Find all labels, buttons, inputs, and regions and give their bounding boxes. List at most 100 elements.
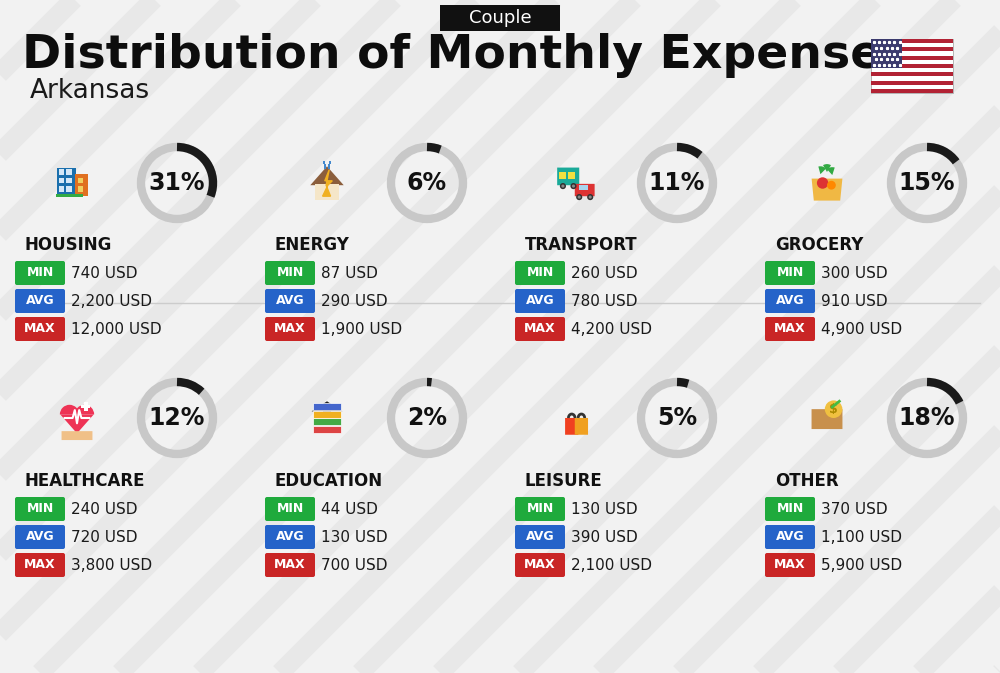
Bar — [328, 164, 330, 169]
Text: ENERGY: ENERGY — [275, 236, 350, 254]
Text: 4,200 USD: 4,200 USD — [571, 322, 652, 336]
Text: MAX: MAX — [774, 559, 806, 571]
Circle shape — [589, 196, 592, 199]
Text: 390 USD: 390 USD — [571, 530, 638, 544]
Text: 44 USD: 44 USD — [321, 501, 378, 516]
Bar — [871, 39, 953, 43]
Bar — [323, 409, 331, 413]
Text: HOUSING: HOUSING — [25, 236, 112, 254]
Text: AVG: AVG — [276, 530, 304, 544]
FancyBboxPatch shape — [765, 525, 815, 549]
Bar — [66, 186, 72, 192]
Bar — [66, 170, 72, 175]
FancyBboxPatch shape — [62, 431, 92, 440]
FancyBboxPatch shape — [15, 317, 65, 341]
FancyBboxPatch shape — [313, 402, 341, 410]
Circle shape — [827, 181, 836, 190]
Circle shape — [561, 184, 564, 188]
Text: 12%: 12% — [149, 406, 205, 430]
FancyBboxPatch shape — [265, 525, 315, 549]
Bar — [579, 185, 588, 190]
FancyBboxPatch shape — [15, 525, 65, 549]
Text: MAX: MAX — [24, 322, 56, 336]
Text: AVG: AVG — [26, 295, 54, 308]
Bar — [315, 184, 339, 200]
Text: AVG: AVG — [776, 530, 804, 544]
Text: 87 USD: 87 USD — [321, 266, 378, 281]
Text: MAX: MAX — [24, 559, 56, 571]
Bar — [871, 47, 953, 51]
Text: 130 USD: 130 USD — [571, 501, 638, 516]
Wedge shape — [75, 404, 94, 415]
FancyBboxPatch shape — [440, 5, 560, 31]
Text: 2%: 2% — [407, 406, 447, 430]
Text: 15%: 15% — [899, 171, 955, 195]
FancyBboxPatch shape — [15, 261, 65, 285]
Polygon shape — [323, 170, 332, 197]
Text: 5%: 5% — [657, 406, 697, 430]
Wedge shape — [818, 166, 826, 174]
Circle shape — [560, 183, 566, 189]
Text: MAX: MAX — [774, 322, 806, 336]
Wedge shape — [827, 167, 835, 175]
Bar — [323, 161, 325, 164]
Bar — [324, 164, 326, 169]
Text: 4,900 USD: 4,900 USD — [821, 322, 902, 336]
Text: OTHER: OTHER — [775, 472, 839, 490]
Circle shape — [817, 177, 828, 188]
Text: Arkansas: Arkansas — [30, 78, 150, 104]
Text: MAX: MAX — [524, 322, 556, 336]
FancyBboxPatch shape — [765, 553, 815, 577]
FancyBboxPatch shape — [515, 525, 565, 549]
Bar — [59, 170, 64, 175]
Circle shape — [570, 183, 577, 189]
Text: 11%: 11% — [649, 171, 705, 195]
Text: EDUCATION: EDUCATION — [275, 472, 383, 490]
Bar — [84, 402, 88, 411]
Polygon shape — [60, 415, 94, 433]
Text: TRANSPORT: TRANSPORT — [525, 236, 638, 254]
FancyBboxPatch shape — [565, 418, 578, 435]
Text: MIN: MIN — [276, 267, 304, 279]
Polygon shape — [312, 401, 342, 411]
Text: MIN: MIN — [276, 503, 304, 516]
FancyBboxPatch shape — [15, 553, 65, 577]
FancyBboxPatch shape — [265, 261, 315, 285]
FancyBboxPatch shape — [765, 497, 815, 521]
Text: GROCERY: GROCERY — [775, 236, 863, 254]
Text: 740 USD: 740 USD — [71, 266, 138, 281]
Text: 1,100 USD: 1,100 USD — [821, 530, 902, 544]
Text: 240 USD: 240 USD — [71, 501, 138, 516]
Text: 18%: 18% — [899, 406, 955, 430]
Text: AVG: AVG — [526, 295, 554, 308]
Bar — [559, 172, 566, 178]
Bar — [329, 161, 331, 164]
Text: LEISURE: LEISURE — [525, 472, 603, 490]
FancyBboxPatch shape — [765, 289, 815, 313]
FancyBboxPatch shape — [313, 427, 341, 433]
Text: 370 USD: 370 USD — [821, 501, 888, 516]
Text: 6%: 6% — [407, 171, 447, 195]
Bar — [75, 174, 88, 197]
Circle shape — [572, 184, 575, 188]
FancyBboxPatch shape — [313, 419, 341, 425]
Wedge shape — [60, 404, 79, 415]
Text: AVG: AVG — [26, 530, 54, 544]
FancyBboxPatch shape — [265, 553, 315, 577]
Text: MAX: MAX — [524, 559, 556, 571]
Text: MIN: MIN — [526, 503, 554, 516]
Bar — [81, 404, 90, 409]
Text: Couple: Couple — [469, 9, 531, 27]
Text: MIN: MIN — [776, 267, 804, 279]
Text: MAX: MAX — [274, 322, 306, 336]
Bar — [78, 178, 83, 184]
Text: MAX: MAX — [274, 559, 306, 571]
Bar — [871, 56, 953, 60]
FancyBboxPatch shape — [265, 317, 315, 341]
FancyBboxPatch shape — [515, 289, 565, 313]
FancyBboxPatch shape — [515, 497, 565, 521]
FancyBboxPatch shape — [265, 289, 315, 313]
Text: AVG: AVG — [526, 530, 554, 544]
FancyBboxPatch shape — [15, 497, 65, 521]
Polygon shape — [310, 166, 344, 185]
